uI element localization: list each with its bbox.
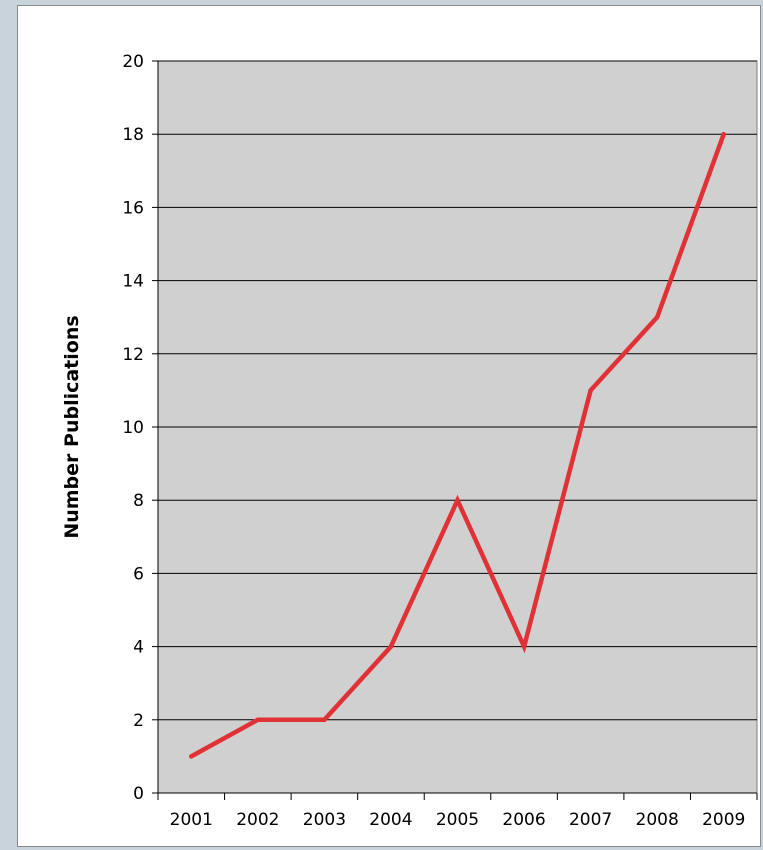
y-tick-labels: 0 2 4 6 8 10 12 14 16 18 20 bbox=[122, 52, 144, 804]
y-tick-label: 12 bbox=[122, 345, 144, 365]
x-tick-label: 2009 bbox=[702, 810, 745, 830]
x-tick-label: 2007 bbox=[569, 810, 612, 830]
y-tick-label: 6 bbox=[133, 564, 144, 584]
y-tick-label: 8 bbox=[133, 491, 144, 511]
y-axis-title: Number Publications bbox=[61, 315, 83, 538]
data-point bbox=[455, 498, 460, 503]
data-point bbox=[322, 717, 327, 722]
x-tick-label: 2005 bbox=[436, 810, 479, 830]
data-point bbox=[521, 644, 527, 649]
x-tick-label: 2001 bbox=[170, 810, 213, 830]
y-tick-label: 10 bbox=[122, 418, 144, 438]
x-tick-label: 2002 bbox=[236, 810, 279, 830]
x-tick-label: 2004 bbox=[369, 810, 412, 830]
data-point bbox=[588, 388, 593, 393]
y-tick-label: 18 bbox=[122, 125, 144, 145]
x-tick-label: 2006 bbox=[502, 810, 545, 830]
data-point bbox=[388, 644, 394, 649]
axes bbox=[157, 61, 758, 800]
y-tick-label: 20 bbox=[122, 52, 144, 72]
y-tick-label: 14 bbox=[122, 272, 144, 292]
data-point bbox=[654, 315, 660, 320]
y-tick-label: 16 bbox=[122, 198, 144, 218]
x-tick-label: 2003 bbox=[303, 810, 346, 830]
y-tick-label: 2 bbox=[133, 711, 144, 731]
gridlines bbox=[152, 60, 757, 794]
y-tick-label: 4 bbox=[133, 638, 144, 658]
data-point bbox=[255, 717, 261, 722]
data-point bbox=[189, 754, 194, 759]
x-tick-labels: 2001 2002 2003 2004 2005 2006 2007 2008 2009 bbox=[170, 810, 746, 830]
series-group bbox=[189, 131, 726, 759]
x-tick-label: 2008 bbox=[636, 810, 679, 830]
y-tick-label: 0 bbox=[133, 784, 144, 804]
data-point bbox=[721, 132, 726, 137]
